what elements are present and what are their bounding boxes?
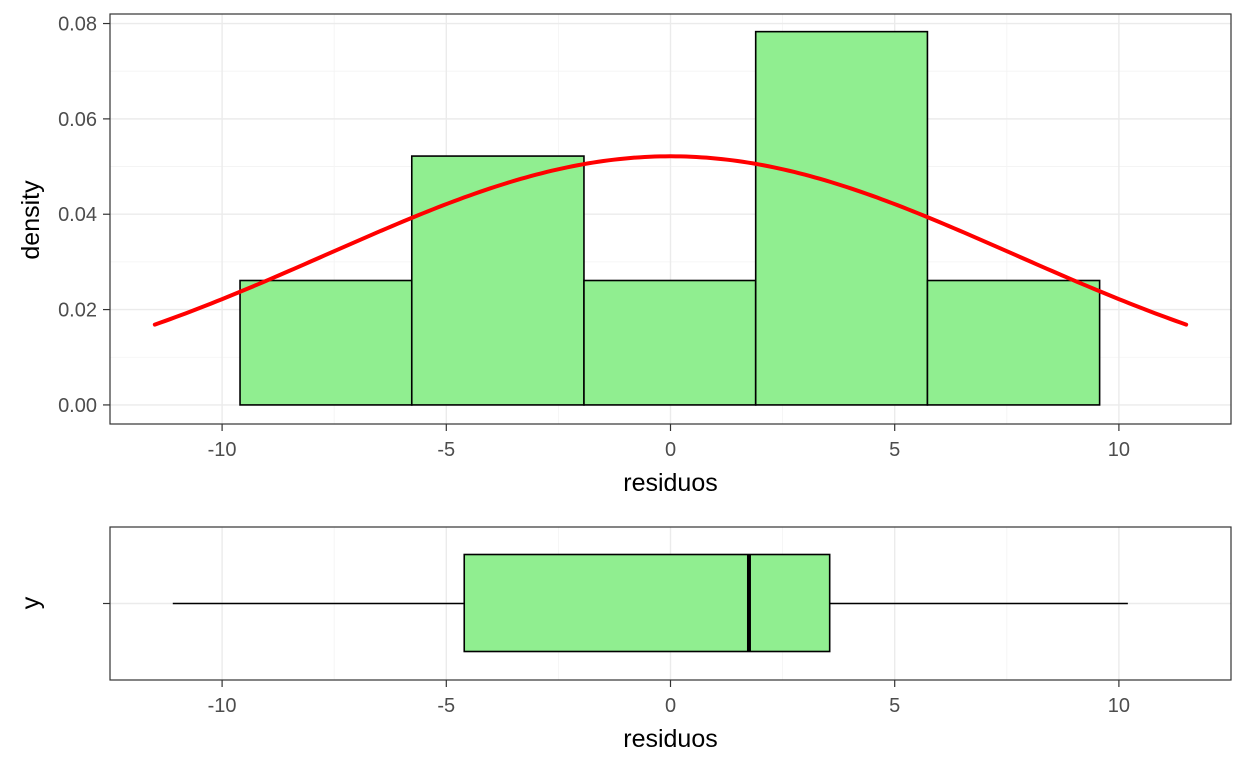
histogram-panel: -10 -5 0 5 10 0.000.020.040.060.08 residuos …	[17, 13, 1232, 497]
boxplot-x-tick-label: -10	[208, 695, 237, 717]
boxplot-x-ticks: -10 -5 0 5 10	[208, 680, 1130, 717]
histogram-bar	[239, 279, 413, 406]
histogram-x-tick-label: 0	[665, 439, 676, 461]
histogram-y-tick-label: 0.00	[58, 395, 97, 417]
histogram-y-tick-label: 0.02	[58, 300, 97, 322]
boxplot-x-tick-label: 0	[665, 695, 676, 717]
boxplot-x-axis-title: residuos	[623, 725, 718, 753]
histogram-x-tick-label: -10	[208, 439, 237, 461]
histogram-y-ticks: 0.00 0.02 0.04 0.06 0.08	[58, 14, 110, 417]
boxplot-box	[463, 553, 831, 653]
histogram-bar	[410, 155, 585, 406]
histogram-bar	[926, 279, 1101, 406]
histogram-bar	[583, 279, 757, 406]
histogram-y-axis-title: density	[17, 180, 45, 260]
histogram-x-tick-label: 10	[1108, 439, 1130, 461]
boxplot-x-tick-label: 10	[1108, 695, 1130, 717]
histogram-y-tick-label: 0.08	[58, 14, 97, 36]
histogram-bar	[754, 30, 929, 406]
boxplot-panel: -10 -5 0 5 10 residuos y	[17, 526, 1232, 753]
histogram-bars	[239, 30, 1101, 406]
boxplot-x-tick-label: 5	[889, 695, 900, 717]
histogram-x-tick-label: 5	[889, 439, 900, 461]
boxplot-x-tick-label: -5	[437, 695, 455, 717]
histogram-x-tick-label: -5	[437, 439, 455, 461]
histogram-y-tick-label: 0.04	[58, 204, 97, 226]
density-curve	[152, 154, 1189, 327]
boxplot-y-axis-title: y	[17, 596, 45, 609]
histogram-y-tick-label: 0.06	[58, 109, 97, 131]
histogram-x-ticks: -10 -5 0 5 10	[208, 424, 1130, 461]
histogram-x-axis-title: residuos	[623, 469, 718, 497]
